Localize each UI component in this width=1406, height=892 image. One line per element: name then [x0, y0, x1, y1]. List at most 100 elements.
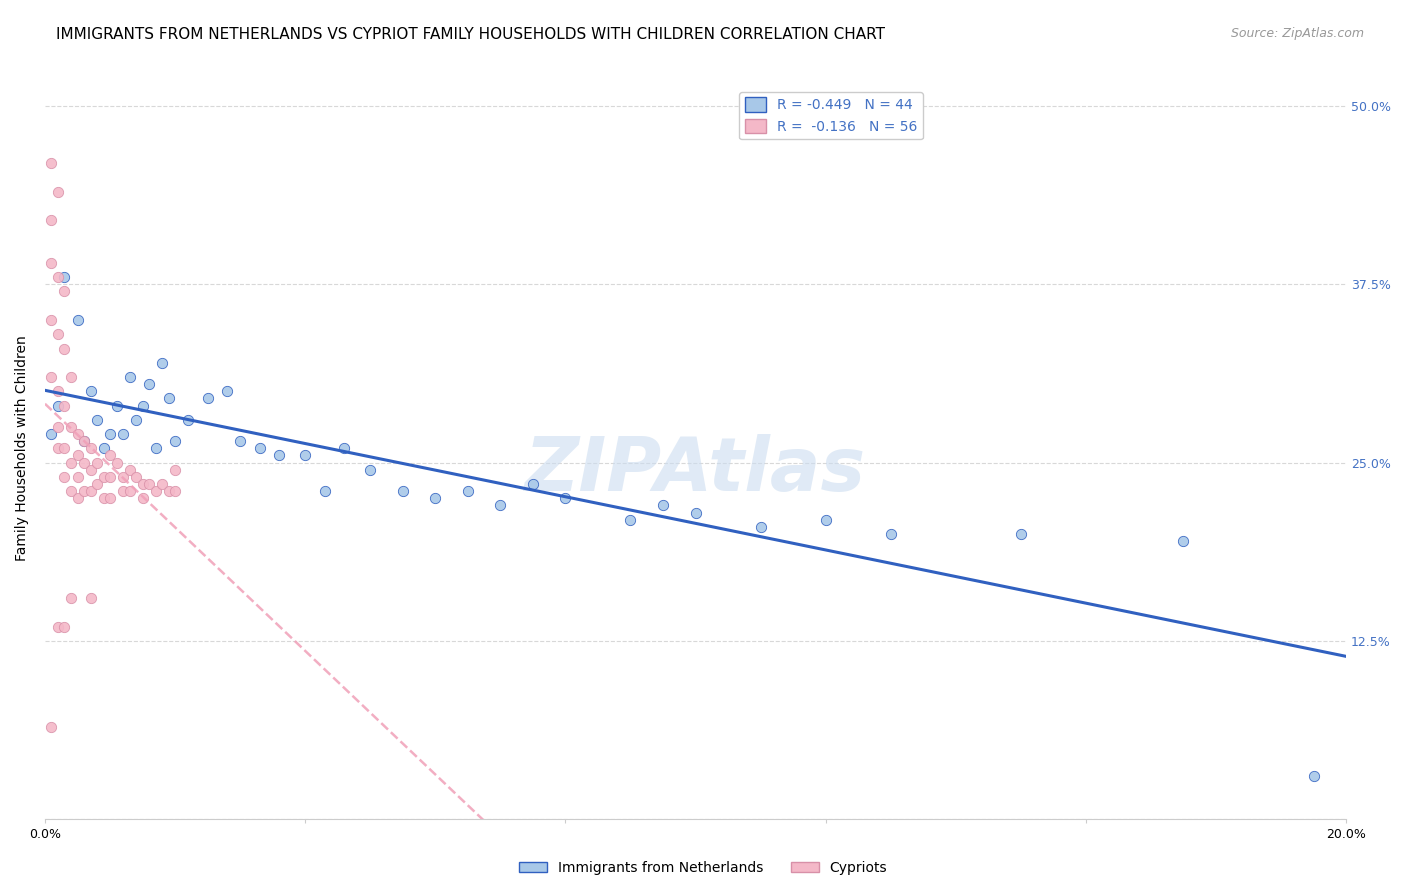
Legend: Immigrants from Netherlands, Cypriots: Immigrants from Netherlands, Cypriots: [513, 855, 893, 880]
Point: [79, 591, 101, 606]
Point: [41, 427, 63, 442]
Point: [86, 477, 108, 491]
Point: [269, 449, 291, 463]
Point: [73, 434, 96, 449]
Point: [554, 491, 576, 506]
Point: [814, 513, 837, 527]
Point: [53, 342, 76, 356]
Point: [138, 377, 160, 392]
Point: [59, 370, 82, 384]
Text: IMMIGRANTS FROM NETHERLANDS VS CYPRIOT FAMILY HOUSEHOLDS WITH CHILDREN CORRELATI: IMMIGRANTS FROM NETHERLANDS VS CYPRIOT F…: [56, 27, 886, 42]
Point: [98, 449, 121, 463]
Point: [66, 427, 89, 442]
Point: [150, 356, 173, 370]
Point: [53, 442, 76, 456]
Point: [79, 463, 101, 477]
Point: [66, 491, 89, 506]
Point: [138, 477, 160, 491]
Point: [86, 413, 108, 427]
Point: [880, 527, 903, 541]
Point: [53, 270, 76, 285]
Point: [46, 620, 69, 634]
Point: [46, 420, 69, 434]
Point: [66, 449, 89, 463]
Point: [1302, 770, 1324, 784]
Point: [46, 384, 69, 399]
Point: [46, 399, 69, 413]
Point: [53, 399, 76, 413]
Point: [98, 427, 121, 442]
Point: [333, 442, 356, 456]
Legend: R = -0.449   N = 44, R =  -0.136   N = 56: R = -0.449 N = 44, R = -0.136 N = 56: [740, 92, 922, 139]
Point: [79, 384, 101, 399]
Point: [79, 484, 101, 499]
Point: [157, 392, 180, 406]
Point: [1173, 534, 1195, 549]
Point: [46, 185, 69, 199]
Point: [125, 470, 148, 484]
Point: [46, 270, 69, 285]
Point: [112, 484, 135, 499]
Point: [86, 456, 108, 470]
Point: [131, 491, 153, 506]
Point: [105, 399, 128, 413]
Point: [41, 213, 63, 227]
Point: [145, 484, 167, 499]
Point: [41, 313, 63, 327]
Point: [73, 456, 96, 470]
Point: [53, 285, 76, 299]
Point: [229, 434, 252, 449]
Point: [150, 477, 173, 491]
Point: [93, 442, 115, 456]
Point: [165, 434, 187, 449]
Point: [118, 463, 141, 477]
Text: Source: ZipAtlas.com: Source: ZipAtlas.com: [1230, 27, 1364, 40]
Point: [93, 470, 115, 484]
Point: [197, 392, 219, 406]
Point: [359, 463, 381, 477]
Point: [249, 442, 271, 456]
Point: [425, 491, 447, 506]
Point: [294, 449, 316, 463]
Point: [73, 434, 96, 449]
Point: [749, 520, 772, 534]
Point: [46, 327, 69, 342]
Point: [53, 470, 76, 484]
Point: [112, 427, 135, 442]
Point: [217, 384, 239, 399]
Point: [522, 477, 544, 491]
Point: [46, 442, 69, 456]
Point: [619, 513, 641, 527]
Point: [41, 256, 63, 270]
Point: [53, 620, 76, 634]
Point: [157, 484, 180, 499]
Point: [59, 420, 82, 434]
Point: [59, 591, 82, 606]
Point: [41, 156, 63, 170]
Point: [66, 470, 89, 484]
Text: ZIPAtlas: ZIPAtlas: [524, 434, 866, 508]
Point: [457, 484, 479, 499]
Point: [165, 484, 187, 499]
Point: [98, 491, 121, 506]
Y-axis label: Family Households with Children: Family Households with Children: [15, 335, 30, 561]
Point: [165, 463, 187, 477]
Point: [73, 484, 96, 499]
Point: [652, 499, 675, 513]
Point: [118, 484, 141, 499]
Point: [41, 370, 63, 384]
Point: [145, 442, 167, 456]
Point: [105, 456, 128, 470]
Point: [112, 470, 135, 484]
Point: [118, 370, 141, 384]
Point: [391, 484, 413, 499]
Point: [59, 456, 82, 470]
Point: [79, 442, 101, 456]
Point: [93, 491, 115, 506]
Point: [131, 399, 153, 413]
Point: [98, 470, 121, 484]
Point: [131, 477, 153, 491]
Point: [66, 313, 89, 327]
Point: [41, 720, 63, 734]
Point: [489, 499, 512, 513]
